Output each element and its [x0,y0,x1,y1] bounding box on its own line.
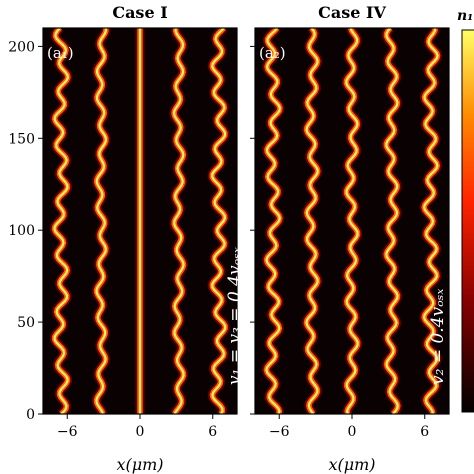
colorbar-label: n₁ [457,8,473,24]
x-tick-label: −6 [269,424,290,440]
panel-2-xlabel: x(μm) [328,455,375,474]
filament-1-layer-3 [53,28,69,414]
y-tick-label: 0 [26,407,35,423]
y-tick-label: 50 [17,315,35,331]
panel-1-xlabel: x(μm) [116,455,163,474]
panel-1-axes: −6 0 6 0 50 100 150 200 [8,39,217,440]
filament-2-layer-3 [305,28,319,414]
filament-4-layer-3 [172,28,185,414]
x-tick-label: 0 [136,424,145,440]
x-tick-label: −6 [57,424,78,440]
filament-1-layer-3 [265,28,282,414]
filament-2-layer-3 [95,28,108,414]
panel-1-annotation: v₁ = v₃ = 0.4vₒₛₓ [225,247,245,385]
x-tick-label: 0 [348,424,357,440]
filament-5-layer-3 [422,28,439,414]
panel-1-label: (a₁) [47,44,74,62]
panel-1-filaments [49,28,230,414]
y-tick-label: 200 [8,39,35,55]
filament-4-layer-3 [385,28,399,414]
filament-5-layer-3 [211,28,227,414]
panel-2-axes: −6 0 6 [250,45,429,440]
y-tick-label: 100 [8,223,35,239]
panel-2-title: Case IV [318,3,386,22]
panel-2-filaments [261,28,443,414]
panel-1-title: Case I [112,3,167,22]
y-tick-label: 150 [8,131,35,147]
colorbar [461,29,474,413]
x-tick-label: 6 [420,424,429,440]
panel-2-annotation: v₂ = 0.4vₒₛₓ [428,289,448,385]
panel-2-label: (a₂) [259,44,286,62]
filament-3-layer-3 [345,28,359,414]
x-tick-label: 6 [208,424,217,440]
